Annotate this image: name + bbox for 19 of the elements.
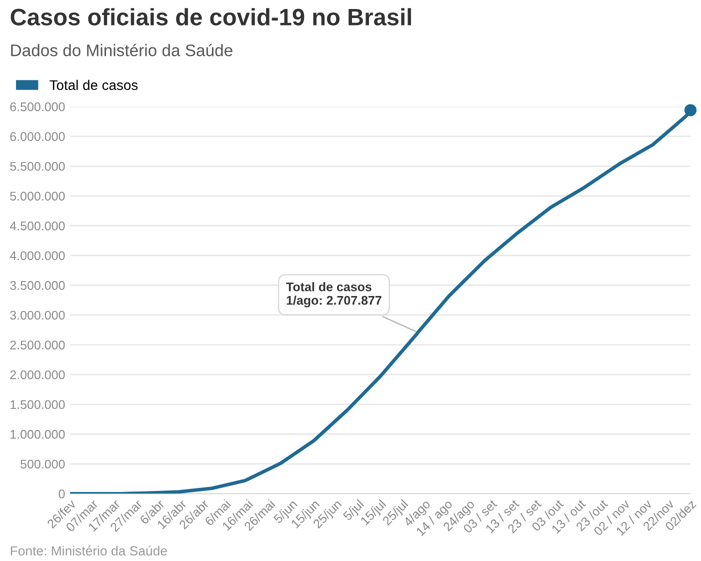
legend-label: Total de casos <box>50 80 138 90</box>
y-tick-label: 3.000.000 <box>10 310 65 320</box>
y-tick-label: 0 <box>58 489 65 498</box>
y-tick-label: 2.500.000 <box>10 340 65 350</box>
y-tick-label: 5.500.000 <box>10 162 65 171</box>
y-tick-label: 1.000.000 <box>10 430 65 439</box>
y-tick-label: 1.500.000 <box>10 400 65 410</box>
y-tick-label: 2.000.000 <box>10 370 65 380</box>
chart-subtitle: Dados do Ministério da Saúde <box>11 44 232 56</box>
y-tick-label: 5.000.000 <box>10 192 65 201</box>
y-tick-label: 500.000 <box>20 460 65 469</box>
y-tick-label: 4.500.000 <box>10 221 65 230</box>
y-tick-label: 6.000.000 <box>10 132 65 142</box>
chart-title: Casos oficiais de covid-19 no Brasil <box>10 8 411 26</box>
source-note: Fonte: Ministério da Saúde <box>10 546 167 556</box>
y-tick-label: 6.500.000 <box>10 102 65 112</box>
y-tick-label: 4.000.000 <box>10 251 65 260</box>
annotation: Total de casos 1/ago: 2.707.877 <box>286 282 382 308</box>
y-tick-label: 3.500.000 <box>10 281 65 290</box>
